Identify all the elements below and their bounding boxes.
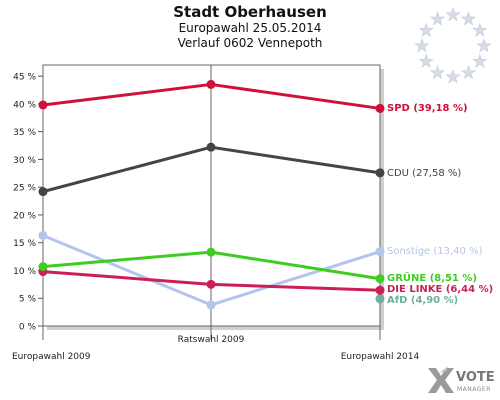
y-tick-label: 15 %	[13, 239, 36, 249]
eu-star	[429, 11, 446, 26]
y-tick-label: 40 %	[13, 100, 36, 110]
series-layer	[38, 79, 385, 310]
chart-subtitle-election: Europawahl 25.05.2014	[178, 21, 322, 35]
chart-header: Stadt Oberhausen Europawahl 25.05.2014 V…	[0, 3, 500, 51]
series-cdu	[38, 142, 385, 197]
series-spd	[38, 79, 385, 113]
series-gr-ne	[38, 247, 385, 284]
eu-star	[460, 11, 477, 26]
eu-star	[472, 53, 488, 68]
data-point	[375, 274, 385, 284]
data-point	[206, 300, 216, 310]
data-point	[375, 247, 385, 257]
data-point	[206, 279, 216, 289]
y-tick-label: 35 %	[13, 128, 36, 138]
series-label: DIE LINKE (6,44 %)	[387, 284, 493, 295]
y-tick-label: 5 %	[19, 295, 37, 305]
series-die-linke	[38, 267, 385, 295]
data-point	[38, 262, 48, 272]
series-label: AfD (4,90 %)	[387, 295, 458, 306]
series-afd	[375, 294, 385, 304]
eu-star	[460, 64, 477, 80]
data-point	[206, 142, 216, 152]
data-point	[206, 79, 216, 89]
chart-subtitle-district: Verlauf 0602 Vennepoth	[177, 36, 323, 50]
eu-star	[445, 69, 461, 84]
data-point	[375, 285, 385, 295]
x-tick-label: Europawahl 2009	[12, 352, 91, 362]
eu-star	[418, 53, 434, 68]
logo-word: VOTE	[456, 370, 495, 385]
data-point	[38, 100, 48, 110]
y-tick-label: 0 %	[19, 323, 37, 333]
series-labels: Sonstige (13,40 %) AfD (4,90 %)DIE LINKE …	[387, 103, 493, 306]
plot-area	[42, 64, 384, 330]
data-point	[206, 247, 216, 257]
series-label: Sonstige (13,40 %)	[387, 246, 483, 257]
y-tick-label: 20 %	[13, 211, 36, 221]
votemanager-logo: VOTE MANAGER	[428, 366, 495, 393]
data-point	[375, 103, 385, 113]
eu-star	[445, 7, 461, 22]
data-point	[375, 168, 385, 178]
y-tick-label: 30 %	[13, 156, 36, 166]
logo-sub: MANAGER	[457, 386, 491, 393]
x-tick-label: Europawahl 2014	[341, 352, 420, 362]
y-tick-label: 25 %	[13, 184, 36, 194]
data-point	[38, 230, 48, 240]
y-tick-label: 10 %	[13, 267, 36, 277]
x-tick-label: Ratswahl 2009	[178, 335, 245, 345]
eu-star	[414, 38, 430, 53]
eu-star	[476, 38, 492, 53]
data-point	[375, 294, 385, 304]
y-axis: 0 % 5 % 10 % 15 % 20 % 25 % 30 % 35 % 40 % 45 %	[13, 73, 43, 333]
y-tick-label: 45 %	[13, 73, 36, 83]
data-point	[38, 187, 48, 197]
chart-title: Stadt Oberhausen	[173, 3, 327, 21]
series-label: CDU (27,58 %)	[387, 168, 461, 179]
series-label: GRÜNE (8,51 %)	[387, 270, 477, 284]
eu-stars-icon	[414, 7, 492, 84]
series-label: SPD (39,18 %)	[387, 103, 468, 114]
eu-star	[418, 22, 434, 37]
votemanager-x-icon	[428, 366, 454, 393]
eu-star	[472, 22, 488, 37]
eu-star	[429, 64, 446, 80]
